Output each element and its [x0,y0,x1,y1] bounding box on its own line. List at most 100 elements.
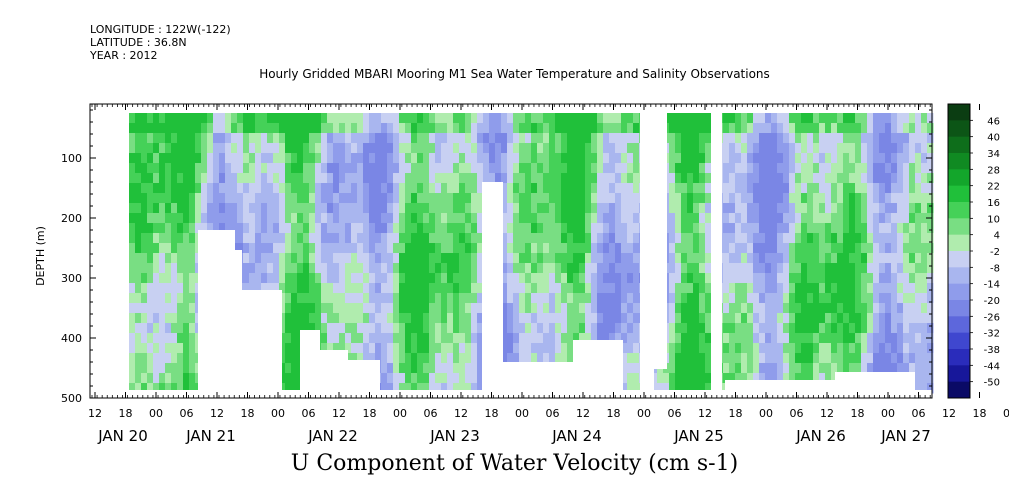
heatmap-cell [891,353,898,364]
heatmap-cell [255,183,262,194]
x-hour-tick-label: 00 [637,407,651,420]
heatmap-cell [417,113,424,124]
heatmap-cell [879,113,886,124]
heatmap-cell [165,213,172,224]
heatmap-cell [483,163,490,174]
heatmap-cell [519,333,526,344]
heatmap-cell [249,173,256,184]
heatmap-cell [633,233,640,244]
heatmap-cell [447,243,454,254]
heatmap-cell [669,243,676,254]
heatmap-cell [867,163,874,174]
heatmap-cell [297,153,304,164]
heatmap-cell [153,373,160,384]
heatmap-cell [147,273,154,284]
heatmap-cell [897,223,904,234]
heatmap-cell [747,333,754,344]
heatmap-cell [477,313,484,324]
heatmap-cell [405,213,412,224]
heatmap-cell [723,293,730,304]
heatmap-cell [621,303,628,314]
heatmap-cell [435,143,442,154]
heatmap-cell [825,233,832,244]
heatmap-cell [819,173,826,184]
heatmap-cell [837,283,844,294]
heatmap-cell [315,263,322,274]
heatmap-cell [381,353,388,364]
heatmap-cell [159,183,166,194]
heatmap-cell [849,343,856,354]
heatmap-cell [597,303,604,314]
heatmap-cell [543,283,550,294]
heatmap-cell [189,183,196,194]
heatmap-cell [741,233,748,244]
heatmap-cell [285,223,292,234]
heatmap-cell [351,213,358,224]
heatmap-cell [507,313,514,324]
heatmap-cell [267,193,274,204]
heatmap-cell [825,333,832,344]
heatmap-cell [813,303,820,314]
heatmap-cell [177,183,184,194]
heatmap-cell [417,273,424,284]
heatmap-cell [225,173,232,184]
heatmap-cell [453,163,460,174]
heatmap-cell [867,243,874,254]
heatmap-cell [615,283,622,294]
heatmap-cell [255,243,262,254]
heatmap-cell [783,193,790,204]
heatmap-cell [273,133,280,144]
heatmap-cell [405,203,412,214]
heatmap-cell [429,113,436,124]
heatmap-cell [753,203,760,214]
heatmap-cell [423,283,430,294]
heatmap-cell [705,123,712,134]
heatmap-cell [525,273,532,284]
heatmap-cell [459,183,466,194]
heatmap-cell [603,323,610,334]
heatmap-cell [813,133,820,144]
heatmap-cell [525,283,532,294]
heatmap-cell [861,173,868,184]
heatmap-cell [531,273,538,284]
heatmap-cell [453,203,460,214]
heatmap-cell [189,193,196,204]
heatmap-cell [903,233,910,244]
heatmap-cell [501,223,508,234]
heatmap-cell [897,323,904,334]
heatmap-cell [741,333,748,344]
heatmap-cell [423,363,430,374]
x-hour-tick-label: 12 [454,407,468,420]
heatmap-cell [699,243,706,254]
heatmap-cell [567,293,574,304]
heatmap-cell [627,133,634,144]
heatmap-cell [351,153,358,164]
heatmap-cell [255,213,262,224]
heatmap-cell [255,253,262,264]
heatmap-cell [699,343,706,354]
heatmap-cell [669,213,676,224]
heatmap-cell [393,373,400,384]
heatmap-cell [885,313,892,324]
heatmap-cell [771,233,778,244]
heatmap-cell [927,243,934,254]
heatmap-cell [783,293,790,304]
heatmap-cell [393,253,400,264]
heatmap-cell [357,173,364,184]
heatmap-cell [693,353,700,364]
heatmap-cell [621,363,628,374]
heatmap-cell [387,363,394,374]
heatmap-cell [915,203,922,214]
heatmap-cell [129,233,136,244]
heatmap-cell [531,133,538,144]
heatmap-cell [849,293,856,304]
heatmap-cell [477,353,484,364]
heatmap-cell [921,263,928,274]
heatmap-cell [285,133,292,144]
heatmap-cell [255,163,262,174]
heatmap-cell [843,213,850,224]
heatmap-cell [459,383,466,394]
heatmap-cell [633,253,640,264]
heatmap-cell [369,193,376,204]
heatmap-cell [873,243,880,254]
